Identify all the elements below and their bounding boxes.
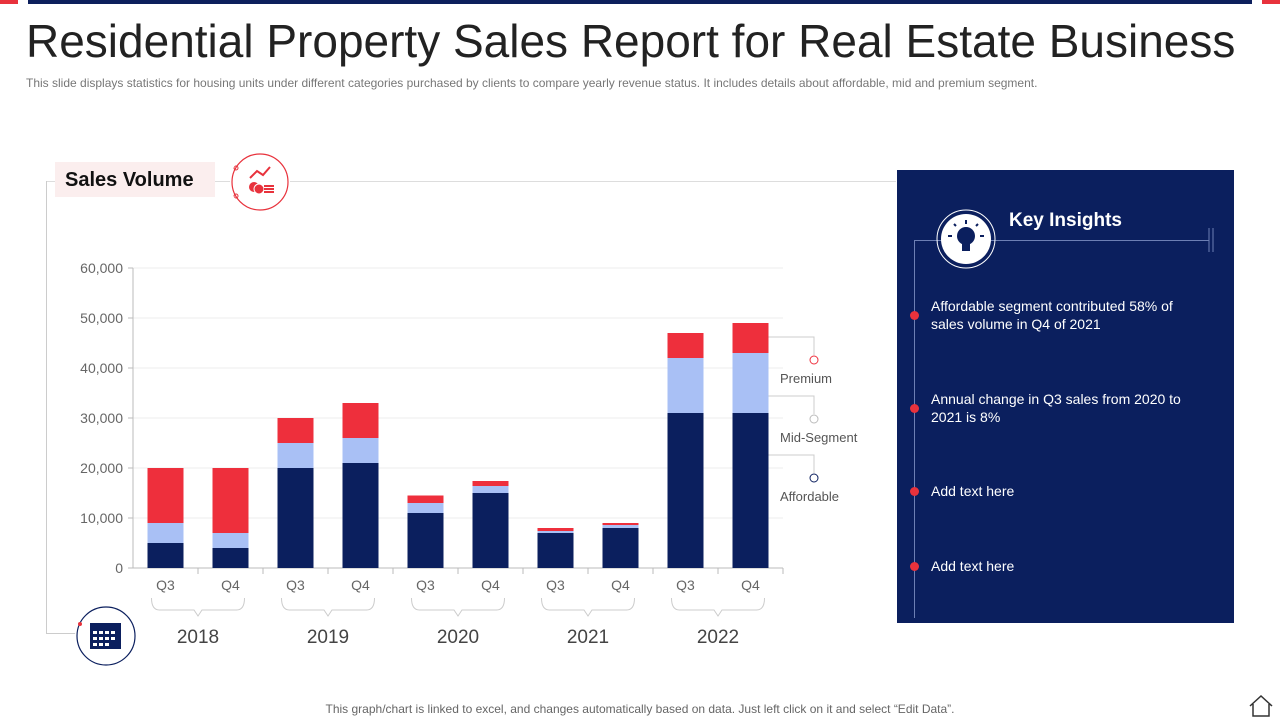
sales-chart-icon	[230, 152, 290, 212]
x-tick-label: Q4	[351, 577, 370, 593]
bullet-dot	[910, 311, 919, 320]
legend-marker	[809, 473, 819, 483]
divider-end	[1208, 228, 1214, 252]
legend-leader	[768, 395, 815, 414]
bullet-dot	[910, 404, 919, 413]
bar-affordable	[537, 533, 574, 568]
top-accent-right	[1262, 0, 1280, 4]
calendar-icon	[75, 605, 137, 667]
year-bracket	[671, 597, 765, 617]
bar-affordable	[472, 493, 509, 568]
bar-premium	[732, 323, 769, 353]
key-insights-title: Key Insights	[1009, 210, 1122, 231]
bar-mid-segment	[342, 438, 379, 463]
y-tick-label: 10,000	[80, 510, 123, 526]
top-accent-left	[0, 0, 18, 4]
bar-mid-segment	[537, 531, 574, 533]
year-label: 2021	[567, 627, 609, 648]
bar-premium	[472, 481, 509, 486]
bar-affordable	[342, 463, 379, 568]
bar-premium	[147, 468, 184, 523]
bar-mid-segment	[212, 533, 249, 548]
bar-mid-segment	[147, 523, 184, 543]
frame-line	[46, 181, 896, 182]
y-tick-label: 40,000	[80, 360, 123, 376]
bar-affordable	[277, 468, 314, 568]
frame-line	[46, 181, 47, 634]
year-label: 2018	[177, 627, 219, 648]
year-label: 2022	[697, 627, 739, 648]
x-tick-label: Q3	[286, 577, 305, 593]
y-tick-label: 0	[115, 560, 123, 576]
page-title: Residential Property Sales Report for Re…	[26, 15, 1236, 67]
bar-affordable	[147, 543, 184, 568]
x-tick-label: Q3	[546, 577, 565, 593]
y-tick-label: 30,000	[80, 410, 123, 426]
legend-leader	[768, 454, 815, 473]
bar-premium	[407, 495, 444, 503]
bar-affordable	[407, 513, 444, 568]
insight-item: Add text here	[931, 483, 1015, 499]
legend-marker	[809, 414, 819, 424]
bar-affordable	[667, 413, 704, 568]
bar-premium	[537, 528, 574, 531]
x-tick-label: Q4	[221, 577, 240, 593]
year-bracket	[411, 597, 505, 617]
x-tick-label: Q4	[611, 577, 630, 593]
divider	[914, 240, 1209, 241]
year-bracket	[281, 597, 375, 617]
y-tick-label: 60,000	[80, 260, 123, 276]
legend-label: Premium	[780, 371, 832, 386]
bar-mid-segment	[472, 486, 509, 493]
x-tick-label: Q4	[481, 577, 500, 593]
insight-item: Annual change in Q3 sales from 2020 to 2…	[931, 391, 1181, 425]
year-label: 2019	[307, 627, 349, 648]
bar-mid-segment	[732, 353, 769, 413]
bar-mid-segment	[277, 443, 314, 468]
x-tick-label: Q3	[416, 577, 435, 593]
year-label: 2020	[437, 627, 479, 648]
bar-premium	[212, 468, 249, 533]
insight-item: Affordable segment contributed 58% of sa…	[931, 298, 1173, 332]
key-insights-panel: Key Insights Affordable segment contribu…	[897, 170, 1234, 623]
bar-premium	[602, 523, 639, 525]
top-bar	[28, 0, 1252, 4]
legend-leader	[768, 336, 815, 355]
divider	[914, 240, 915, 618]
bar-mid-segment	[602, 525, 639, 528]
lightbulb-icon	[936, 209, 996, 269]
bar-premium	[277, 418, 314, 443]
bar-mid-segment	[667, 358, 704, 413]
bar-affordable	[212, 548, 249, 568]
year-bracket	[151, 597, 245, 617]
bar-premium	[342, 403, 379, 438]
bullet-dot	[910, 487, 919, 496]
y-tick-label: 20,000	[80, 460, 123, 476]
home-icon[interactable]	[1248, 694, 1274, 718]
sales-volume-chart: 0 10,000 20,000 30,000 40,000 50,000 60,000 Q3 Q…	[80, 260, 858, 648]
legend-marker	[809, 355, 819, 365]
insight-item: Add text here	[931, 558, 1015, 574]
year-bracket	[541, 597, 635, 617]
x-tick-label: Q3	[676, 577, 695, 593]
bar-affordable	[732, 413, 769, 568]
frame-line	[46, 633, 78, 634]
x-tick-label: Q3	[156, 577, 175, 593]
page-subtitle: This slide displays statistics for housi…	[26, 76, 1038, 90]
footer-note: This graph/chart is linked to excel, and…	[325, 702, 955, 716]
bar-mid-segment	[407, 503, 444, 513]
section-title: Sales Volume	[55, 162, 215, 197]
y-tick-label: 50,000	[80, 310, 123, 326]
bar-affordable	[602, 528, 639, 568]
bullet-dot	[910, 562, 919, 571]
legend-label: Affordable	[780, 489, 839, 504]
x-tick-label: Q4	[741, 577, 760, 593]
legend-label: Mid-Segment	[780, 430, 858, 445]
bar-premium	[667, 333, 704, 358]
